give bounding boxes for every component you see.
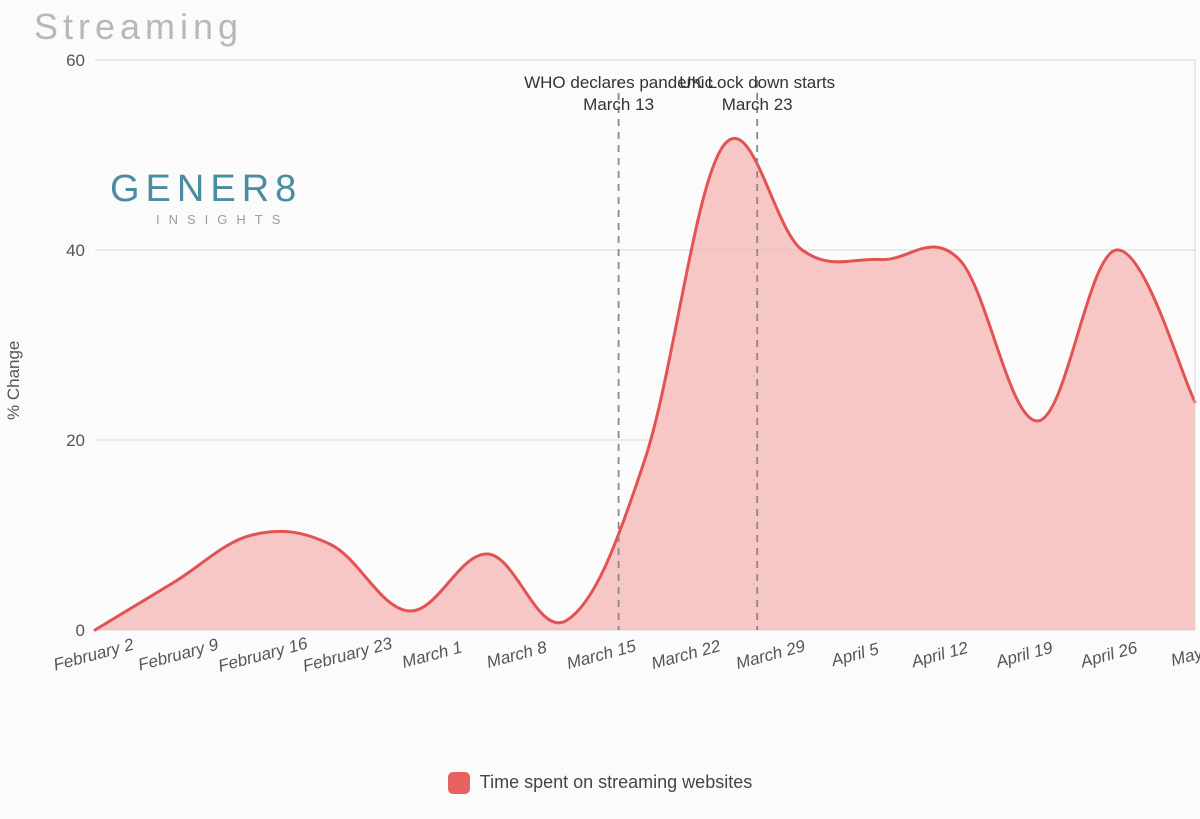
chart-title: Streaming	[34, 6, 243, 48]
x-tick-label: April 5	[828, 639, 881, 670]
legend-label: Time spent on streaming websites	[480, 772, 752, 792]
y-tick-label: 0	[76, 621, 85, 640]
svg-text:April 12: April 12	[908, 638, 970, 672]
x-tick-label: February 2	[51, 635, 136, 675]
legend-swatch	[448, 772, 470, 794]
y-tick-label: 60	[66, 51, 85, 70]
svg-text:April 19: April 19	[993, 638, 1055, 672]
svg-text:April 5: April 5	[828, 639, 881, 670]
chart-page: Streaming GENER8 INSIGHTS % Change 02040…	[0, 0, 1200, 819]
x-tick-label: March 1	[400, 638, 464, 672]
svg-text:April 26: April 26	[1078, 638, 1140, 672]
x-tick-label: May 3	[1169, 639, 1200, 669]
annotation-label: March 23	[722, 95, 793, 114]
svg-text:February 16: February 16	[216, 634, 310, 676]
svg-text:March 22: March 22	[649, 636, 723, 673]
x-tick-label: April 26	[1078, 638, 1140, 672]
y-tick-label: 20	[66, 431, 85, 450]
svg-text:March 1: March 1	[400, 638, 464, 672]
svg-text:March 8: March 8	[485, 637, 550, 671]
svg-text:May 3: May 3	[1169, 639, 1200, 669]
plot-area: 0204060February 2February 9February 16Fe…	[65, 60, 1195, 700]
x-tick-label: April 19	[993, 638, 1055, 672]
area-fill	[95, 138, 1195, 630]
svg-text:February 23: February 23	[301, 634, 395, 676]
x-tick-label: March 15	[565, 636, 639, 673]
svg-text:February 2: February 2	[51, 635, 136, 675]
y-tick-label: 40	[66, 241, 85, 260]
legend: Time spent on streaming websites	[0, 772, 1200, 794]
svg-text:March 29: March 29	[734, 636, 808, 673]
x-tick-label: March 29	[734, 636, 808, 673]
svg-text:March 15: March 15	[565, 636, 639, 673]
x-tick-label: February 16	[216, 634, 310, 676]
annotation-label: March 13	[583, 95, 654, 114]
x-tick-label: February 23	[301, 634, 395, 676]
y-axis-label: % Change	[4, 341, 24, 420]
x-tick-label: February 9	[136, 635, 221, 675]
chart-svg: 0204060February 2February 9February 16Fe…	[65, 60, 1195, 700]
annotation-label: UK Lock down starts	[679, 73, 835, 92]
x-tick-label: March 8	[485, 637, 550, 671]
x-tick-label: March 22	[649, 636, 723, 673]
x-tick-label: April 12	[908, 638, 970, 672]
svg-text:February 9: February 9	[136, 635, 221, 675]
